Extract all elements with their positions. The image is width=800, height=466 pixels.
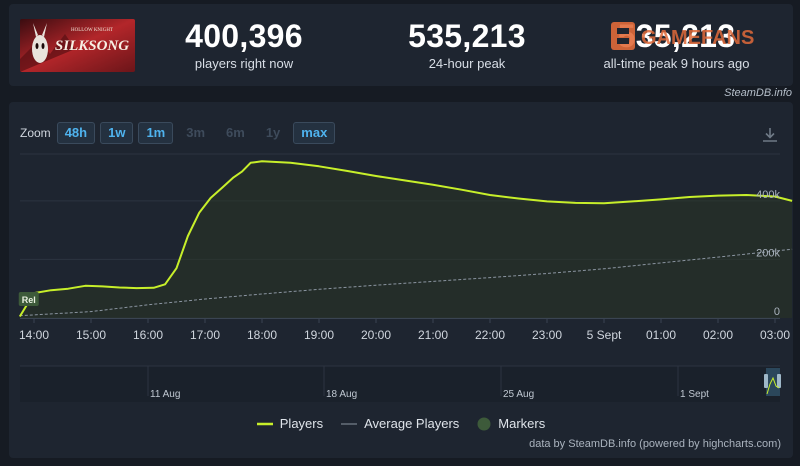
stat-label: all-time peak 9 hours ago xyxy=(603,56,750,71)
thumbnail-title: SILKSONG xyxy=(55,38,129,54)
x-tick-label: 17:00 xyxy=(190,328,220,342)
zoom-max-button[interactable]: max xyxy=(293,122,336,144)
legend-label: Average Players xyxy=(364,416,460,431)
thumbnail-top-text: HOLLOW KNIGHT xyxy=(71,28,113,33)
x-tick-label: 21:00 xyxy=(418,328,448,342)
legend-players-swatch xyxy=(256,422,273,425)
zoom-48h-button[interactable]: 48h xyxy=(56,122,96,144)
steamdb-credit[interactable]: SteamDB.info xyxy=(724,87,792,99)
legend-label: Markers xyxy=(498,416,546,431)
navigator-label: 1 Sept xyxy=(680,389,709,400)
chart-legend: Players Average Players Markers xyxy=(9,416,793,431)
legend-average-players[interactable]: Average Players xyxy=(341,416,459,431)
x-tick-label: 03:00 xyxy=(760,328,790,342)
stat-all-time-peak: 535,213 all-time peak 9 hours ago xyxy=(589,18,764,71)
gamefans-logo-icon xyxy=(611,22,635,50)
legend-label: Players xyxy=(279,416,324,431)
legend-markers-swatch xyxy=(477,417,491,430)
stat-label: 24-hour peak xyxy=(428,56,506,71)
players-area xyxy=(19,161,793,318)
zoom-1m-button[interactable]: 1m xyxy=(138,122,174,144)
game-thumbnail[interactable]: HOLLOW KNIGHT SILKSONG xyxy=(20,19,135,72)
zoom-1w-button[interactable]: 1w xyxy=(100,122,134,144)
navigator-handle-right xyxy=(777,374,781,388)
x-tick-label: 01:00 xyxy=(646,328,676,342)
navigator-selection xyxy=(766,368,780,396)
y-tick-label: 200k xyxy=(756,247,780,259)
zoom-label: Zoom xyxy=(20,126,51,140)
x-tick-label: 16:00 xyxy=(133,328,163,342)
stat-label: players right now xyxy=(194,56,294,71)
zoom-1y-button[interactable]: 1y xyxy=(258,122,288,144)
navigator-handle-left xyxy=(764,374,768,388)
x-tick-label: 02:00 xyxy=(703,328,733,342)
x-axis: 14:00 15:00 16:00 17:00 18:00 19:00 20:00 21:00… xyxy=(19,318,790,342)
gamefans-watermark: GAMEFANS xyxy=(611,22,754,50)
x-tick-label: 18:00 xyxy=(247,328,277,342)
chart-card: Zoom 48h 1w 1m 3m 6m 1y max Rel 0 200k 400… xyxy=(9,102,793,458)
highcharts-credit[interactable]: data by SteamDB.info (powered by highcha… xyxy=(529,438,781,450)
navigator-label: 25 Aug xyxy=(503,389,534,400)
legend-players[interactable]: Players xyxy=(256,416,324,431)
legend-average-swatch xyxy=(341,423,358,424)
x-tick-label: 23:00 xyxy=(532,328,562,342)
marker-flag xyxy=(18,292,39,306)
game-thumbnail-art: HOLLOW KNIGHT SILKSONG xyxy=(20,19,135,72)
stat-value: 400,396 xyxy=(185,18,303,54)
markers: Rel xyxy=(18,292,39,306)
y-tick-label: 0 xyxy=(774,306,780,318)
zoom-6m-button[interactable]: 6m xyxy=(218,122,253,144)
stat-value: 535,213 xyxy=(408,18,526,54)
stat-players-now: 400,396 players right now xyxy=(159,18,329,71)
x-tick-label: 14:00 xyxy=(19,328,49,342)
x-tick-label: 15:00 xyxy=(76,328,106,342)
zoom-controls: Zoom 48h 1w 1m 3m 6m 1y max xyxy=(20,121,340,145)
legend-markers[interactable]: Markers xyxy=(477,416,545,431)
x-tick-label: 20:00 xyxy=(361,328,391,342)
zoom-3m-button[interactable]: 3m xyxy=(178,122,213,144)
x-tick-label: 5 Sept xyxy=(587,328,622,342)
players-line[interactable] xyxy=(18,160,793,318)
navigator-label: 11 Aug xyxy=(150,389,180,400)
y-axis: 0 200k 400k xyxy=(756,189,780,318)
download-icon[interactable] xyxy=(761,126,779,144)
x-tick-label: 19:00 xyxy=(304,328,334,342)
stat-24h-peak: 535,213 24-hour peak xyxy=(382,18,552,71)
average-players-line xyxy=(19,248,793,317)
navigator-label: 18 Aug xyxy=(326,389,357,400)
x-tick-label: 22:00 xyxy=(475,328,505,342)
navigator-preview-line xyxy=(766,376,780,395)
y-tick-label: 400k xyxy=(756,189,780,201)
navigator-track xyxy=(20,366,780,402)
navigator[interactable]: 11 Aug 18 Aug 25 Aug 1 Sept xyxy=(20,365,781,402)
watermark-text: GAMEFANS xyxy=(641,27,754,49)
stat-value: 535,213 xyxy=(617,18,736,54)
stats-card: HOLLOW KNIGHT SILKSONG 400,396 players r… xyxy=(9,4,793,86)
marker-label: Rel xyxy=(22,295,36,305)
